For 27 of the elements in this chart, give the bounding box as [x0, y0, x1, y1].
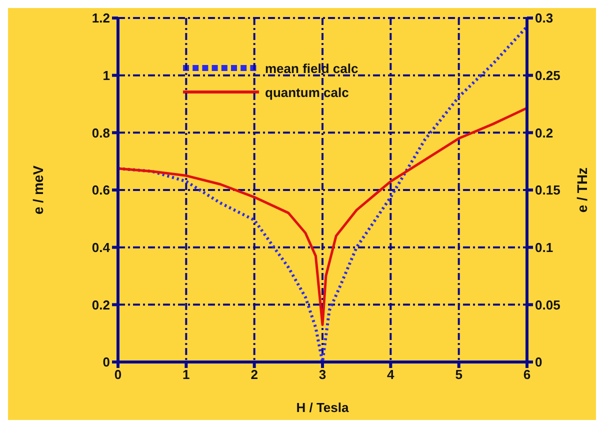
y2-tick-label: 0.05: [535, 297, 560, 312]
y2-tick-label: 0: [535, 354, 542, 370]
line-series: [118, 106, 527, 326]
x-tick-label: 5: [455, 367, 462, 382]
x-tick-label: 2: [250, 367, 258, 382]
x-tick-label: 3: [318, 367, 326, 382]
y-tick-label: 1: [102, 68, 110, 83]
y-tick-label: 0.6: [92, 182, 110, 198]
y2-tick-label: 0.25: [535, 68, 560, 83]
y2-tick-label: 0.1: [535, 240, 554, 255]
x-tick-label: 4: [387, 367, 396, 382]
y-tick-label: 1.2: [92, 10, 110, 26]
legend-label: quantum calc: [262, 84, 352, 100]
x-tick-label: 6: [523, 367, 531, 382]
y-tick-label: 0: [102, 354, 110, 370]
y2-axis-title: e / THz: [574, 167, 590, 213]
y2-tick-label: 0.3: [535, 10, 554, 26]
x-axis-title: H / Tesla: [296, 400, 350, 415]
x-tick-label: 0: [114, 367, 122, 382]
y2-tick-label: 0.15: [535, 182, 560, 198]
y-axis-title: e / meV: [30, 164, 46, 215]
y2-tick-label: 0.2: [535, 125, 554, 140]
y-tick-label: 0.4: [92, 240, 111, 255]
y-tick-label: 0.2: [92, 297, 110, 312]
legend-label: mean field calc: [262, 60, 362, 76]
x-tick-label: 1: [182, 367, 190, 382]
y-tick-label: 0.8: [92, 125, 110, 140]
